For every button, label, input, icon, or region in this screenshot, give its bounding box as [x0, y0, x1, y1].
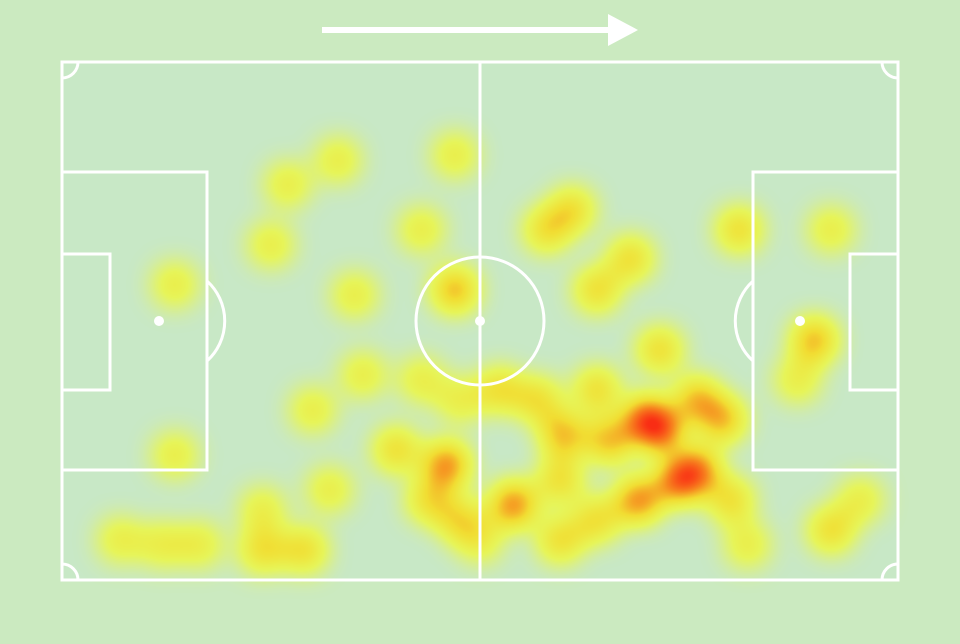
heat-point: [315, 138, 360, 183]
heat-point: [587, 418, 632, 463]
heat-layer: [98, 133, 883, 572]
heat-point: [307, 467, 352, 512]
heat-point: [265, 162, 310, 207]
heat-point: [437, 378, 482, 423]
heat-point: [432, 133, 477, 178]
heat-point: [140, 522, 185, 567]
pitch-lines: [60, 60, 900, 582]
heat-point: [399, 358, 444, 403]
heat-point: [478, 367, 523, 412]
heat-point: [700, 397, 745, 442]
heat-point: [575, 367, 620, 412]
heat-point: [424, 443, 469, 488]
heat-point: [240, 527, 285, 572]
heat-point: [249, 222, 293, 267]
heat-point: [809, 508, 854, 553]
heat-point: [717, 207, 762, 252]
heat-point: [608, 236, 653, 281]
heat-point: [524, 207, 569, 252]
heat-point: [152, 262, 197, 307]
heat-point: [282, 527, 327, 572]
heat-point: [399, 207, 444, 252]
heat-point: [290, 388, 335, 433]
heat-point: [775, 358, 820, 403]
heat-point: [491, 482, 536, 527]
heat-point: [240, 488, 285, 533]
heat-point: [98, 518, 143, 563]
heat-point: [725, 522, 770, 567]
heat-point: [708, 478, 753, 523]
heat-point: [809, 207, 854, 252]
heat-point: [575, 267, 620, 312]
heat-point: [374, 427, 419, 472]
attack-direction-arrow: [322, 14, 638, 46]
heat-point: [177, 522, 222, 567]
heat-point: [432, 267, 477, 312]
heat-point: [792, 318, 837, 363]
heat-point: [340, 352, 385, 397]
heat-point: [616, 478, 661, 523]
heat-point: [152, 433, 197, 478]
heat-point: [538, 518, 583, 563]
heat-point: [838, 478, 883, 523]
heat-point: [637, 328, 682, 373]
heat-point: [625, 397, 670, 442]
heat-point: [575, 497, 620, 542]
heat-point: [516, 378, 561, 423]
heat-point: [675, 448, 720, 493]
heat-point: [538, 458, 583, 503]
heat-point: [332, 273, 377, 318]
heat-point: [541, 412, 586, 457]
